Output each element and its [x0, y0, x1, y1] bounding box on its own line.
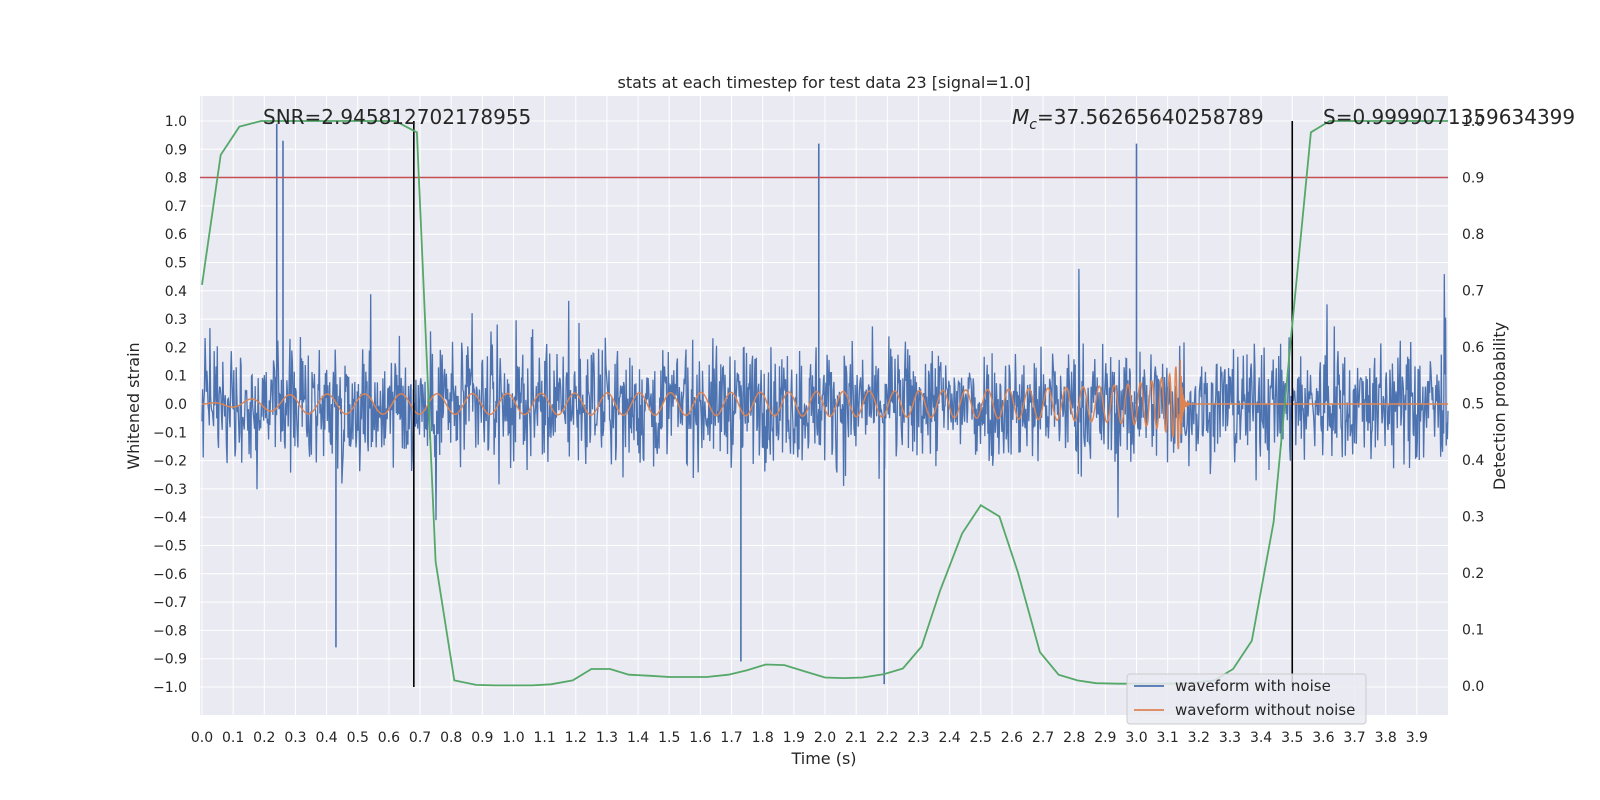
y-tick-label: −0.8 [153, 623, 187, 639]
x-tick-label: 1.0 [502, 730, 524, 746]
y-right-tick-label: 1.0 [1462, 114, 1484, 130]
noise-series [201, 123, 1449, 685]
y-right-tick-label: 0.7 [1462, 284, 1484, 300]
x-tick-label: 1.1 [534, 730, 556, 746]
x-tick-label: 3.9 [1406, 730, 1428, 746]
x-tick-label: 2.5 [970, 730, 992, 746]
y-axis-label: Whitened strain [124, 342, 143, 469]
y-tick-label: 0.7 [165, 199, 187, 215]
y-tick-label: −0.4 [153, 510, 187, 526]
x-tick-label: 2.7 [1032, 730, 1054, 746]
y-right-tick-label: 0.6 [1462, 340, 1484, 356]
chart-title: stats at each timestep for test data 23 … [618, 73, 1031, 92]
x-tick-label: 3.5 [1281, 730, 1303, 746]
legend-label-clean: waveform without noise [1175, 701, 1355, 719]
y-tick-label: −0.2 [153, 454, 187, 470]
x-tick-label: 0.5 [347, 730, 369, 746]
x-tick-label: 2.2 [876, 730, 898, 746]
y-right-tick-label: 0.2 [1462, 566, 1484, 582]
y-right-tick-label: 0.8 [1462, 227, 1484, 243]
x-tick-label: 1.7 [720, 730, 742, 746]
x-tick-label: 1.4 [627, 730, 649, 746]
y-tick-label: 0.4 [165, 284, 187, 300]
x-tick-label: 0.2 [253, 730, 275, 746]
significance-annotation: S=0.9999071359634399 [1323, 105, 1575, 129]
y-tick-label: −0.5 [153, 539, 187, 555]
x-tick-labels: 0.0 0.1 0.2 0.3 0.4 0.5 0.6 0.7 0.8 0.9 1.0 1.1 1.2 1… [191, 730, 1428, 746]
x-tick-label: 3.1 [1157, 730, 1179, 746]
y-right-tick-label: 0.1 [1462, 623, 1484, 639]
legend: waveform with noise waveform without noi… [1126, 673, 1367, 725]
x-tick-label: 1.9 [783, 730, 805, 746]
x-axis-label: Time (s) [790, 749, 856, 768]
x-tick-label: 3.7 [1343, 730, 1365, 746]
y-tick-label: 0.6 [165, 227, 187, 243]
y-tick-label: 0.2 [165, 340, 187, 356]
x-tick-label: 2.3 [907, 730, 929, 746]
x-tick-label: 1.5 [658, 730, 680, 746]
y-right-axis-label: Detection probability [1490, 322, 1509, 490]
y-tick-label: 0.8 [165, 171, 187, 187]
x-tick-label: 2.4 [938, 730, 960, 746]
x-tick-label: 2.9 [1094, 730, 1116, 746]
y-right-tick-labels: 1.0 0.9 0.8 0.7 0.6 0.5 0.4 0.3 0.2 0.1 0.0 [1462, 114, 1484, 695]
chirp-mass-subscript: c [1029, 117, 1037, 133]
probability-line [201, 120, 1448, 687]
x-tick-label: 0.1 [222, 730, 244, 746]
x-tick-label: 0.9 [471, 730, 493, 746]
x-tick-label: 0.8 [440, 730, 462, 746]
y-right-tick-label: 0.0 [1462, 679, 1484, 695]
x-tick-label: 3.4 [1250, 730, 1272, 746]
y-right-tick-label: 0.5 [1462, 397, 1484, 413]
x-tick-label: 0.3 [284, 730, 306, 746]
x-tick-label: 2.6 [1001, 730, 1023, 746]
y-tick-label: −0.1 [153, 425, 187, 441]
x-tick-label: 0.6 [378, 730, 400, 746]
x-tick-label: 0.4 [315, 730, 337, 746]
y-tick-label: 0.0 [165, 397, 187, 413]
x-tick-label: 3.0 [1125, 730, 1147, 746]
x-tick-label: 3.3 [1219, 730, 1241, 746]
x-tick-label: 1.2 [565, 730, 587, 746]
y-tick-label: −0.3 [153, 482, 187, 498]
x-tick-label: 2.0 [814, 730, 836, 746]
x-tick-label: 0.0 [191, 730, 213, 746]
chirp-mass-value: =37.56265640258789 [1037, 105, 1264, 129]
chirp-mass-annotation: Mc=37.56265640258789 [1012, 105, 1264, 133]
legend-label-noise: waveform with noise [1175, 677, 1331, 695]
chirp-mass-symbol: M [1012, 105, 1029, 129]
x-tick-label: 1.8 [752, 730, 774, 746]
x-tick-label: 2.1 [845, 730, 867, 746]
x-tick-label: 3.2 [1188, 730, 1210, 746]
y-tick-label: 0.5 [165, 256, 187, 272]
x-tick-label: 1.3 [596, 730, 618, 746]
y-tick-label: 0.1 [165, 369, 187, 385]
y-tick-label: −0.9 [153, 652, 187, 668]
y-right-tick-label: 0.9 [1462, 171, 1484, 187]
clean-line [202, 359, 1448, 450]
y-right-tick-label: 0.3 [1462, 510, 1484, 526]
y-tick-label: −1.0 [153, 680, 187, 696]
y-tick-label: 0.3 [165, 312, 187, 328]
x-tick-label: 1.6 [689, 730, 711, 746]
y-tick-label: 1.0 [165, 114, 187, 130]
legend-box [1126, 673, 1367, 725]
snr-annotation: SNR=2.945812702178955 [263, 105, 531, 129]
y-tick-labels: 1.0 0.9 0.8 0.7 0.6 0.5 0.4 0.3 0.2 0.1 0.0 −0.1 −0.… [153, 114, 187, 696]
vertical-markers [413, 121, 1294, 687]
probability-series [201, 120, 1448, 687]
x-tick-label: 3.6 [1312, 730, 1334, 746]
x-tick-label: 3.8 [1375, 730, 1397, 746]
y-right-tick-label: 0.4 [1462, 453, 1484, 469]
x-tick-label: 2.8 [1063, 730, 1085, 746]
y-tick-label: −0.7 [153, 595, 187, 611]
noise-line [201, 268, 1449, 521]
y-tick-label: 0.9 [165, 142, 187, 158]
x-tick-label: 0.7 [409, 730, 431, 746]
clean-series [202, 359, 1448, 450]
y-tick-label: −0.6 [153, 567, 187, 583]
